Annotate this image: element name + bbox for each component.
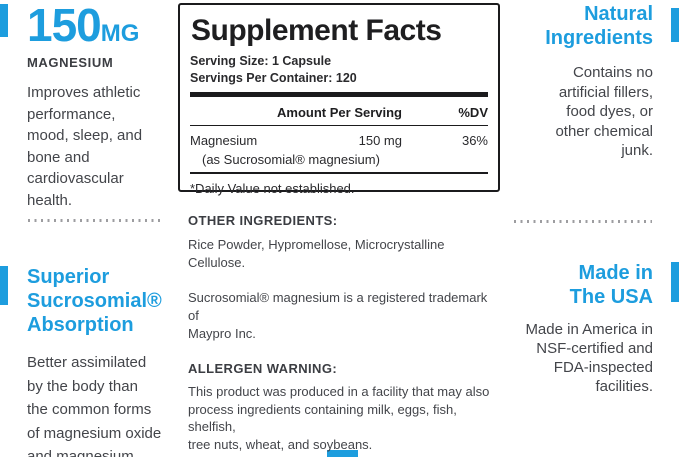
panel-title: Supplement Facts — [191, 14, 442, 47]
dosage-unit: MG — [100, 20, 140, 47]
panel-thin-rule-1 — [190, 124, 488, 126]
natural-ingredients-heading: Natural Ingredients — [545, 3, 653, 49]
natural-ingredients-block: Natural Ingredients Contains no artifici… — [501, 2, 653, 176]
dosage-benefits-text: Improves athletic performance, mood, sle… — [27, 84, 143, 209]
nutrient-row-magnesium: Magnesium 150 mg 36% — [190, 133, 488, 148]
additional-info-block: OTHER INGREDIENTS: Rice Powder, Hypromel… — [188, 207, 490, 457]
made-in-usa-block: Made in The USA Made in America in NSF-c… — [491, 261, 653, 411]
dosage-subtitle: MAGNESIUM — [27, 55, 114, 70]
dosage-block: 150MG MAGNESIUM Improves athletic perfor… — [27, 2, 173, 226]
panel-column-header-row: Amount Per Serving %DV — [190, 105, 488, 120]
dosage-amount: 150MG — [27, 2, 173, 48]
column-header-amount: Amount Per Serving — [277, 104, 402, 120]
servings-per-container: Servings Per Container: 120 — [190, 71, 357, 85]
other-ingredients-heading: OTHER INGREDIENTS: — [188, 213, 338, 228]
nutrient-dv: 36% — [461, 133, 488, 148]
panel-thick-rule — [190, 92, 488, 97]
trademark-notice: Sucrosomial® magnesium is a registered t… — [188, 290, 488, 341]
nutrient-amount: 150 mg — [358, 133, 402, 148]
tear-bar-bottom-center — [327, 450, 358, 457]
serving-size: Serving Size: 1 Capsule — [190, 54, 332, 68]
tear-bar-mid-right — [671, 262, 679, 302]
supplement-facts-panel: Supplement Facts Serving Size: 1 Capsule… — [178, 3, 500, 196]
dv-footnote: *Daily Value not established. — [190, 180, 355, 196]
nutrient-source: (as Sucrosomial® magnesium) — [202, 152, 380, 167]
natural-ingredients-text: Contains no artificial fillers, food dye… — [555, 64, 653, 159]
dashed-divider-left — [28, 219, 160, 222]
tear-bar-mid-left — [0, 266, 8, 305]
dosage-number: 150 — [27, 0, 102, 51]
allergen-warning-heading: ALLERGEN WARNING: — [188, 361, 338, 376]
tear-bar-top-right — [671, 8, 679, 42]
column-header-dv: %DV — [458, 104, 488, 120]
made-in-usa-text: Made in America in NSF-certified and FDA… — [525, 321, 653, 395]
panel-thin-rule-2 — [190, 172, 488, 174]
allergen-warning-text: This product was produced in a facility … — [188, 384, 490, 452]
made-in-usa-heading: Made in The USA — [569, 262, 653, 308]
nutrient-name: Magnesium — [190, 133, 258, 148]
absorption-text: Better assimilated by the body than the … — [27, 354, 162, 457]
absorption-heading: Superior Sucrosomial® Absorption — [27, 266, 162, 336]
tear-bar-top-left — [0, 4, 8, 37]
other-ingredients-text: Rice Powder, Hypromellose, Microcrystall… — [188, 237, 445, 270]
absorption-block: Superior Sucrosomial® Absorption Better … — [27, 265, 177, 457]
dashed-divider-right — [514, 220, 652, 223]
